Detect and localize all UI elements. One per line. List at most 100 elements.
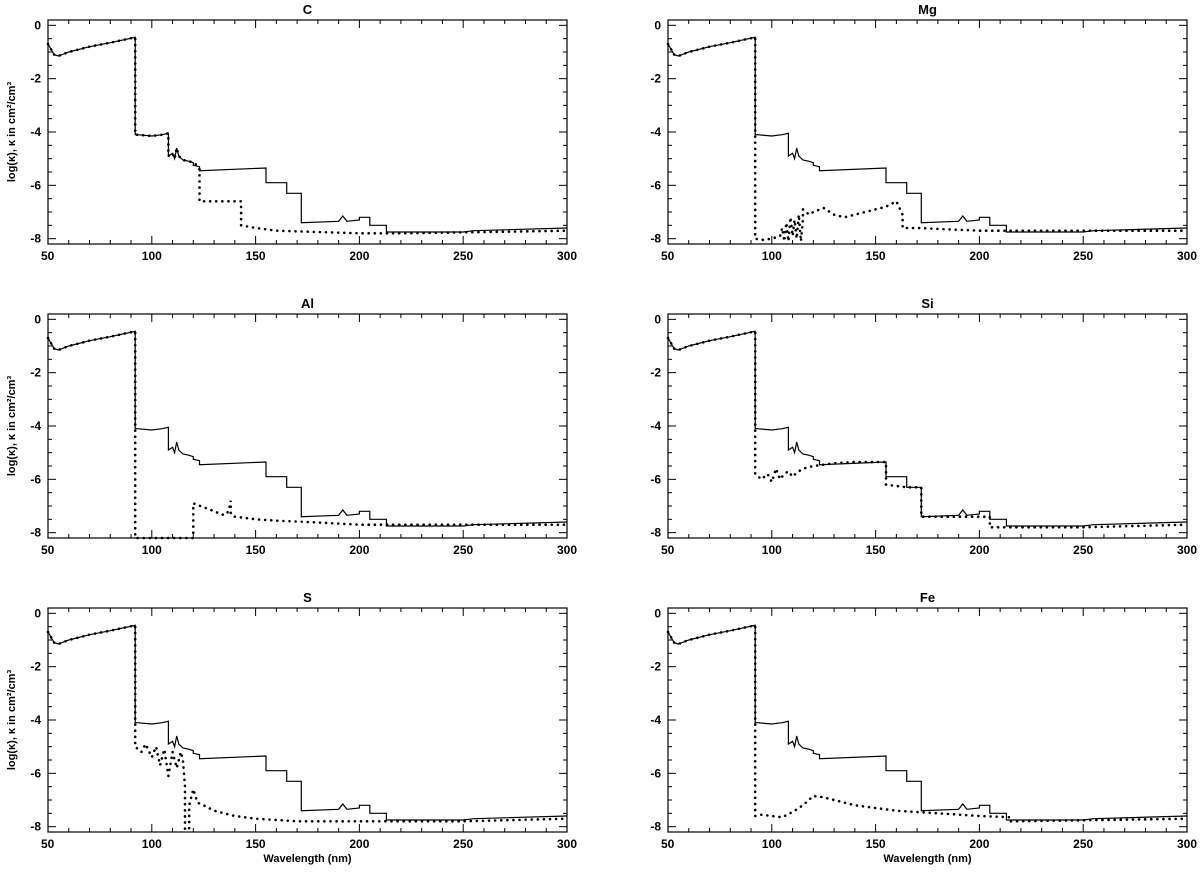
- y-tick-label: -2: [30, 366, 41, 380]
- panel-title: S: [303, 590, 312, 605]
- y-tick-label: -4: [30, 419, 41, 433]
- y-tick-label: -2: [30, 72, 41, 86]
- y-tick-label: 0: [654, 18, 661, 32]
- panel-title: Fe: [920, 590, 935, 605]
- x-tick-label: 100: [762, 543, 782, 557]
- x-tick-label: 150: [866, 837, 886, 851]
- y-tick-label: -2: [650, 366, 661, 380]
- x-tick-label: 50: [661, 543, 675, 557]
- y-tick-label: -6: [650, 766, 661, 780]
- x-tick-label: 200: [969, 249, 989, 263]
- y-tick-label: -4: [650, 125, 661, 139]
- x-tick-label: 50: [41, 837, 55, 851]
- y-tick-label: -8: [650, 526, 661, 540]
- x-tick-label: 100: [762, 249, 782, 263]
- chart-panel: 50 100 150 200 250 300 0 -2 -4 -6 -8 Si: [650, 296, 1197, 557]
- y-tick-label: -6: [30, 766, 41, 780]
- panel-title: C: [303, 2, 313, 17]
- plot-frame: [667, 313, 1188, 539]
- plot-frame: [667, 19, 1188, 245]
- series-line-solid: [47, 330, 568, 527]
- y-tick-label: -4: [650, 419, 661, 433]
- series-line-dotted: [46, 35, 569, 235]
- x-tick-label: 100: [142, 249, 162, 263]
- series-line-dotted: [666, 623, 1189, 823]
- x-tick-label: 100: [142, 837, 162, 851]
- x-tick-label: 50: [41, 249, 55, 263]
- series-line-solid: [667, 36, 1188, 233]
- series-line-dotted: [666, 329, 1189, 529]
- chart-panel: 50 100 150 200 250 300 0 -2 -4 -6 -8 Mg: [650, 2, 1197, 263]
- y-axis-label: log(κ), κ in cm²/cm³: [6, 82, 18, 183]
- y-tick-label: -2: [30, 660, 41, 674]
- x-tick-label: 150: [246, 837, 266, 851]
- x-tick-label: 50: [661, 837, 675, 851]
- x-tick-label: 250: [453, 837, 473, 851]
- y-tick-label: -8: [650, 232, 661, 246]
- x-tick-label: 200: [969, 837, 989, 851]
- x-tick-label: 200: [349, 837, 369, 851]
- y-tick-label: -2: [650, 72, 661, 86]
- x-tick-label: 50: [661, 249, 675, 263]
- chart-panel: 50 100 150 200 250 300 0 -2 -4 -6 -8 Fe Wavelength (…: [650, 590, 1197, 865]
- x-tick-label: 250: [453, 249, 473, 263]
- x-axis-label: Wavelength (nm): [883, 853, 972, 865]
- plot-frame: [47, 19, 568, 245]
- x-tick-label: 300: [557, 837, 577, 851]
- y-axis-label: log(κ), κ in cm²/cm³: [6, 670, 18, 771]
- y-tick-label: -6: [30, 472, 41, 486]
- x-tick-label: 100: [142, 543, 162, 557]
- x-tick-label: 300: [557, 543, 577, 557]
- x-tick-label: 150: [246, 249, 266, 263]
- y-tick-label: -8: [30, 820, 41, 834]
- y-tick-label: -8: [30, 232, 41, 246]
- y-tick-label: -8: [650, 820, 661, 834]
- series-line-dotted: [46, 623, 569, 831]
- x-tick-label: 300: [557, 249, 577, 263]
- x-tick-label: 200: [969, 543, 989, 557]
- panel-title: Al: [301, 296, 314, 311]
- y-tick-label: -2: [650, 660, 661, 674]
- x-tick-label: 250: [1073, 543, 1093, 557]
- series-line-solid: [667, 624, 1188, 821]
- y-tick-label: -6: [30, 178, 41, 192]
- y-tick-label: -6: [650, 178, 661, 192]
- y-tick-label: -4: [30, 125, 41, 139]
- x-tick-label: 300: [1177, 837, 1197, 851]
- x-tick-label: 250: [1073, 837, 1093, 851]
- series-line-solid: [47, 36, 568, 233]
- series-line-dotted: [46, 329, 569, 540]
- plot-frame: [47, 607, 568, 833]
- x-tick-label: 250: [453, 543, 473, 557]
- y-tick-label: 0: [34, 312, 41, 326]
- x-tick-label: 300: [1177, 249, 1197, 263]
- y-tick-label: 0: [654, 606, 661, 620]
- y-tick-label: 0: [654, 312, 661, 326]
- x-tick-label: 200: [349, 249, 369, 263]
- series-line-solid: [47, 624, 568, 821]
- x-tick-label: 100: [762, 837, 782, 851]
- x-tick-label: 150: [866, 543, 886, 557]
- series-line-dotted: [666, 35, 1189, 242]
- x-tick-label: 150: [866, 249, 886, 263]
- panel-title: Mg: [918, 2, 937, 17]
- x-tick-label: 200: [349, 543, 369, 557]
- x-axis-label: Wavelength (nm): [263, 853, 352, 865]
- x-tick-label: 50: [41, 543, 55, 557]
- y-axis-label: log(κ), κ in cm²/cm³: [6, 376, 18, 477]
- chart-panel: 50 100 150 200 250 300 0 -2 -4 -6 -8 Al log(κ), κ in…: [6, 296, 577, 557]
- y-tick-label: -8: [30, 526, 41, 540]
- panel-title: Si: [921, 296, 933, 311]
- y-tick-label: -4: [30, 713, 41, 727]
- series-line-solid: [667, 330, 1188, 527]
- plot-frame: [47, 313, 568, 539]
- plot-frame: [667, 607, 1188, 833]
- y-tick-label: 0: [34, 606, 41, 620]
- y-tick-label: 0: [34, 18, 41, 32]
- x-tick-label: 150: [246, 543, 266, 557]
- x-tick-label: 250: [1073, 249, 1093, 263]
- y-tick-label: -4: [650, 713, 661, 727]
